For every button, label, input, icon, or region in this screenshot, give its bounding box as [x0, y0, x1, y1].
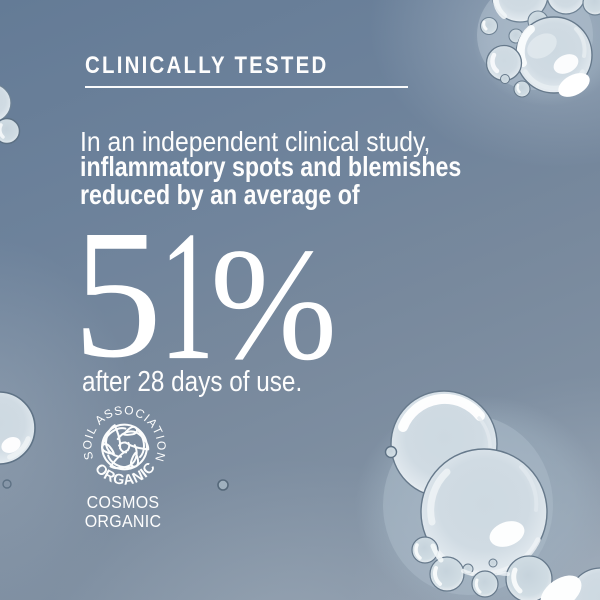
svg-text:ORGANIC: ORGANIC — [91, 460, 159, 489]
